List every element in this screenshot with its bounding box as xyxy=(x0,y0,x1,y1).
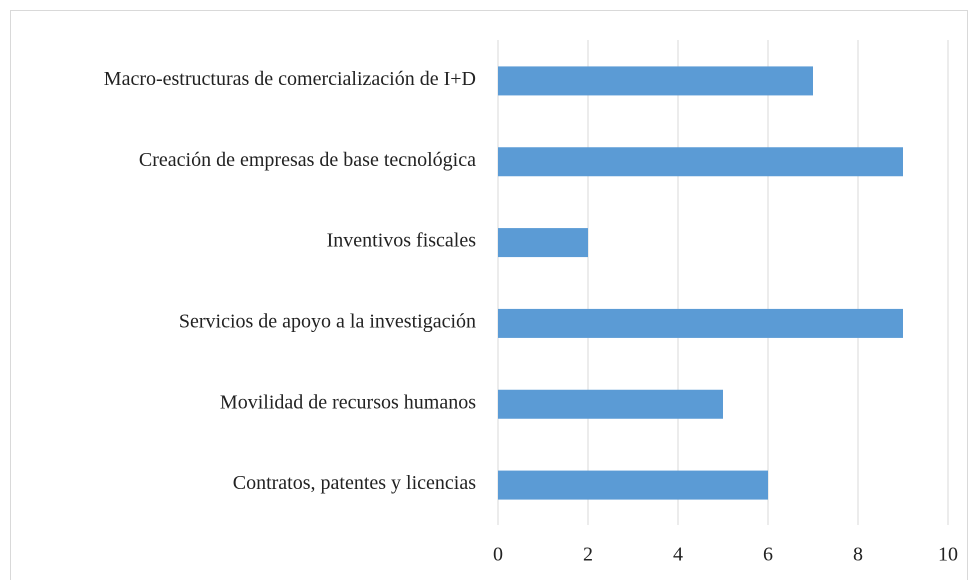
bar xyxy=(498,308,903,338)
y-tick-label: Movilidad de recursos humanos xyxy=(220,391,476,413)
y-tick-label: Servicios de apoyo a la investigación xyxy=(179,311,476,333)
x-tick-label: 2 xyxy=(583,544,593,566)
y-tick-label: Contratos, patentes y licencias xyxy=(233,472,476,494)
x-tick-label: 0 xyxy=(493,544,503,566)
bar xyxy=(498,147,903,177)
x-tick-label: 8 xyxy=(853,544,863,566)
y-tick-label: Creación de empresas de base tecnológica xyxy=(139,149,476,171)
bar xyxy=(498,66,813,96)
x-tick-label: 4 xyxy=(673,544,683,566)
y-tick-label: Macro-estructuras de comercialización de… xyxy=(104,68,476,90)
x-tick-label: 10 xyxy=(938,544,958,566)
bar xyxy=(498,470,768,500)
bar xyxy=(498,228,588,258)
chart-frame xyxy=(10,10,968,580)
x-tick-label: 6 xyxy=(763,544,773,566)
y-tick-label: Inventivos fiscales xyxy=(327,230,477,252)
bar xyxy=(498,389,723,419)
